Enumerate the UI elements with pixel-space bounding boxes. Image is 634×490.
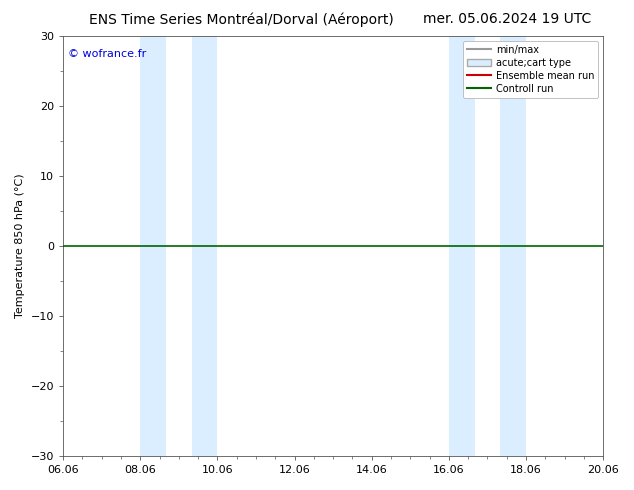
Y-axis label: Temperature 850 hPa (°C): Temperature 850 hPa (°C)	[15, 174, 25, 318]
Bar	[140, 36, 166, 456]
Bar	[500, 36, 526, 456]
Text: ENS Time Series Montréal/Dorval (Aéroport): ENS Time Series Montréal/Dorval (Aéropor…	[89, 12, 393, 27]
Bar	[191, 36, 217, 456]
Bar	[449, 36, 475, 456]
Text: © wofrance.fr: © wofrance.fr	[68, 49, 146, 59]
Text: mer. 05.06.2024 19 UTC: mer. 05.06.2024 19 UTC	[423, 12, 592, 26]
Legend: min/max, acute;cart type, Ensemble mean run, Controll run: min/max, acute;cart type, Ensemble mean …	[463, 41, 598, 98]
